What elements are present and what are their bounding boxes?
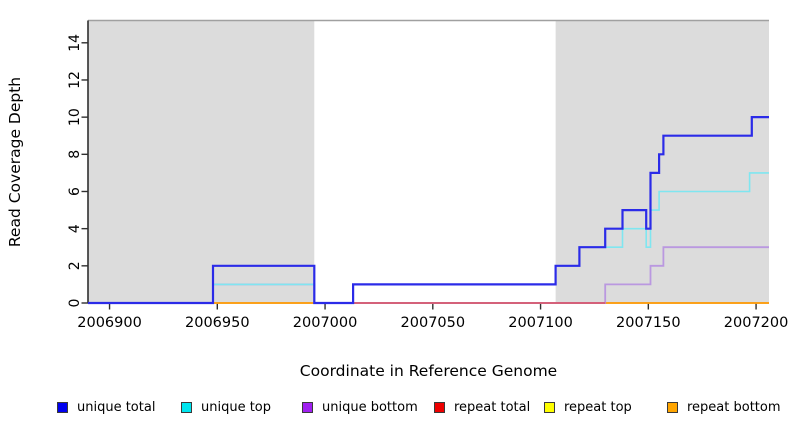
y-tick-label: 0 xyxy=(67,299,83,308)
y-tick-label: 2 xyxy=(67,261,83,270)
x-tick-label: 2006950 xyxy=(185,315,250,331)
x-tick-label: 2007000 xyxy=(293,315,358,331)
legend-item-unique-top: unique top xyxy=(181,396,271,418)
legend-label: repeat total xyxy=(454,399,531,415)
legend: unique total unique top unique bottom repea… xyxy=(0,396,792,424)
legend-item-repeat-total: repeat total xyxy=(434,396,530,418)
legend-item-unique-total: unique total xyxy=(57,396,155,418)
y-tick-label: 14 xyxy=(67,34,83,52)
legend-item-repeat-bottom: repeat bottom xyxy=(667,396,781,418)
legend-item-repeat-top: repeat top xyxy=(544,396,632,418)
legend-label: unique total xyxy=(77,399,156,415)
legend-label: repeat top xyxy=(564,399,632,415)
plot-area: 0 2 4 6 8 10 12 14 2006900 2006950 2007000 2007050 2… xyxy=(67,19,789,331)
x-tick-label: 2007150 xyxy=(616,315,681,331)
x-axis-title: Coordinate in Reference Genome xyxy=(299,362,558,380)
x-tick-label: 2007050 xyxy=(401,315,466,331)
legend-label: repeat bottom xyxy=(687,399,781,415)
legend-swatch-unique-total xyxy=(57,401,68,413)
x-tick-label: 2007200 xyxy=(724,315,789,331)
legend-label: unique top xyxy=(201,399,272,415)
x-tick-label: 2006900 xyxy=(77,315,142,331)
legend-label: unique bottom xyxy=(322,399,418,415)
legend-item-unique-bottom: unique bottom xyxy=(302,396,418,418)
legend-swatch-unique-top xyxy=(181,401,192,413)
legend-swatch-unique-bottom xyxy=(302,401,313,413)
y-tick-label: 12 xyxy=(67,71,83,89)
series-unique-total-line xyxy=(88,115,769,305)
legend-swatch-repeat-top xyxy=(544,401,555,413)
repeat-region-left-shade xyxy=(88,20,315,303)
legend-swatch-repeat-total xyxy=(434,401,445,413)
y-tick-label: 8 xyxy=(67,150,83,159)
x-tick-label: 2007100 xyxy=(508,315,573,331)
y-tick-label: 6 xyxy=(67,187,83,196)
y-axis-title: Read Coverage Depth xyxy=(6,76,24,248)
legend-swatch-repeat-bottom xyxy=(667,401,678,413)
y-tick-label: 10 xyxy=(67,108,83,126)
repeat-region-right-shade xyxy=(555,20,769,303)
y-tick-label: 4 xyxy=(67,224,83,233)
